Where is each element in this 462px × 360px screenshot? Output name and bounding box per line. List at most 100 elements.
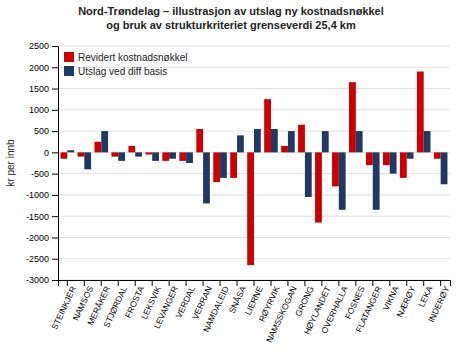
grid-line xyxy=(58,46,450,47)
x-tick-label: STJØRDAL xyxy=(101,284,129,329)
x-tick-mark xyxy=(440,280,441,286)
bar xyxy=(111,152,118,156)
x-tick-mark xyxy=(338,280,339,286)
y-tick-mark xyxy=(52,237,58,238)
x-tick-mark xyxy=(203,280,204,286)
bar xyxy=(271,129,278,152)
y-tick-label: 2500 xyxy=(29,41,49,51)
bar xyxy=(373,152,380,209)
bar xyxy=(118,152,125,161)
x-axis: STEINKJERNAMSOSMERÅKERSTJØRDALFROSTALEKS… xyxy=(49,280,451,344)
bar xyxy=(349,82,356,152)
legend-swatch xyxy=(64,66,74,76)
bar xyxy=(196,129,203,152)
x-tick-mark xyxy=(220,280,221,286)
legend-swatch xyxy=(64,52,74,62)
x-tick-mark xyxy=(84,280,85,286)
bar xyxy=(203,152,210,203)
x-tick-mark xyxy=(304,280,305,286)
legend-label: Revidert kostnadsnøkkel xyxy=(78,52,188,63)
x-tick-label: NÆRØY xyxy=(395,284,418,318)
y-tick-mark xyxy=(52,280,58,281)
legend-label: Utslag ved diff basis xyxy=(78,66,167,77)
bar xyxy=(383,152,390,165)
x-tick: OVERHALLA xyxy=(319,280,350,335)
bar xyxy=(407,152,414,158)
bar xyxy=(101,131,108,152)
bar xyxy=(390,152,397,173)
bar xyxy=(84,152,91,169)
bar xyxy=(339,152,346,209)
bar xyxy=(264,99,271,152)
bar xyxy=(305,152,312,197)
y-axis-line xyxy=(52,47,59,281)
bar xyxy=(288,131,295,152)
bar xyxy=(424,131,431,152)
x-tick-label: LEVANGER xyxy=(152,285,180,331)
bar xyxy=(400,152,407,178)
y-tick: 1000 xyxy=(29,105,58,115)
y-tick-label: 1500 xyxy=(29,84,49,94)
grid-line xyxy=(58,109,450,110)
chart-svg: Nord-Trøndelag – illustrasjon av utslag … xyxy=(0,0,462,360)
x-tick-label: STEINKJER xyxy=(49,285,78,332)
y-tick-label: -2000 xyxy=(26,233,49,243)
bar xyxy=(315,152,322,222)
y-tick-mark xyxy=(52,174,58,175)
bar xyxy=(434,152,441,158)
legend-item: Utslag ved diff basis xyxy=(64,66,167,77)
title-line: Nord-Trøndelag – illustrasjon av utslag … xyxy=(78,5,384,17)
y-tick-label: -3000 xyxy=(26,275,49,285)
x-tick-mark xyxy=(423,280,424,286)
x-tick-mark xyxy=(118,280,119,286)
y-tick-mark xyxy=(52,152,58,153)
y-tick: 2500 xyxy=(29,41,58,51)
title: Nord-Trøndelag – illustrasjon av utslag … xyxy=(78,5,384,31)
legend-item: Revidert kostnadsnøkkel xyxy=(64,52,188,63)
y-tick-label: -2500 xyxy=(26,254,49,264)
y-tick-label: -500 xyxy=(31,169,49,179)
bar-series xyxy=(61,72,441,266)
bar xyxy=(332,152,339,186)
x-tick: LEKA xyxy=(416,280,434,309)
x-tick: FLATANGER xyxy=(354,280,384,334)
bar xyxy=(213,152,220,182)
x-tick-mark xyxy=(101,280,102,286)
grid xyxy=(58,46,450,280)
bar xyxy=(254,129,261,152)
y-tick-label: -1500 xyxy=(26,212,49,222)
y-tick-mark xyxy=(52,216,58,217)
y-tick-label: 0 xyxy=(44,148,49,158)
x-tick: LEVANGER xyxy=(152,280,180,330)
y-axis: -3000-2500-2000-1500-1000-50005001000150… xyxy=(26,41,59,285)
y-tick: 0 xyxy=(44,148,58,158)
bar xyxy=(417,72,424,153)
x-tick-mark xyxy=(355,280,356,286)
bar xyxy=(169,152,176,158)
title-line: og bruk av strukturkriteriet grenseverdi… xyxy=(106,19,356,31)
x-tick-label: INDERØY xyxy=(426,284,452,324)
y-tick-label: 1000 xyxy=(29,105,49,115)
bar xyxy=(94,142,101,153)
x-tick: INDERØY xyxy=(426,280,452,324)
y-tick-label: 500 xyxy=(34,126,49,136)
x-tick-mark xyxy=(237,280,238,286)
y-tick: 500 xyxy=(34,126,58,136)
x-tick: STEINKJER xyxy=(49,280,78,331)
bar xyxy=(152,152,159,161)
bar xyxy=(247,152,254,265)
bar-series xyxy=(67,129,447,210)
x-tick-mark xyxy=(254,280,255,286)
bar xyxy=(179,152,186,161)
legend: Revidert kostnadsnøkkel Utslag ved diff b… xyxy=(64,52,188,77)
bar xyxy=(186,152,193,163)
y-tick: -1500 xyxy=(26,212,58,222)
bar xyxy=(145,152,152,154)
y-tick: -2000 xyxy=(26,233,58,243)
x-tick-mark xyxy=(270,280,271,286)
bar xyxy=(441,152,448,184)
x-tick-mark xyxy=(152,280,153,286)
bar xyxy=(220,152,227,178)
y-tick: 2000 xyxy=(29,63,58,73)
x-tick-label: FLATANGER xyxy=(354,285,384,334)
